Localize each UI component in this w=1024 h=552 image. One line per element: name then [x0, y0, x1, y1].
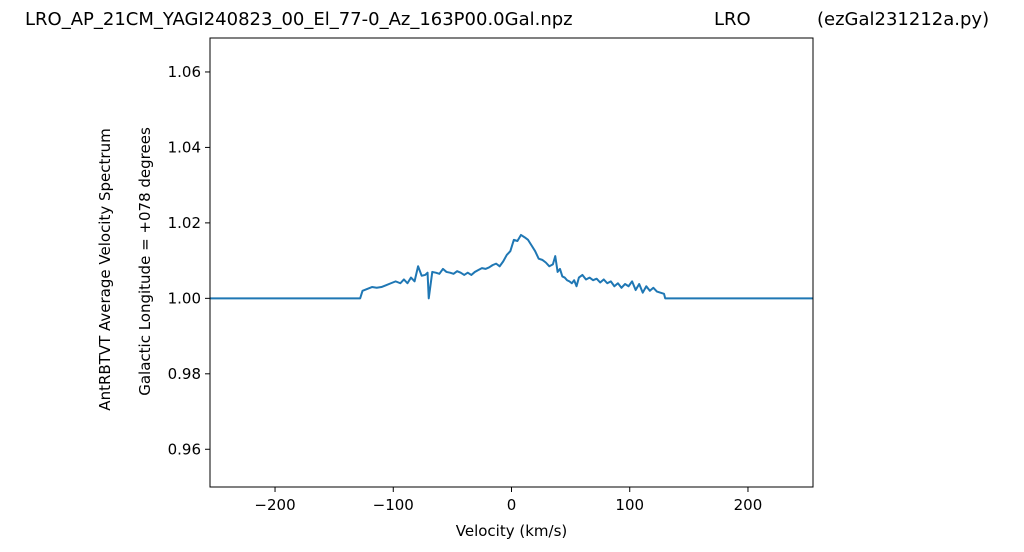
y-tick-label: 1.06: [168, 63, 201, 81]
y-axis-label-inner: Galactic Longitude = +078 degrees: [136, 127, 154, 396]
spectrum-line: [210, 233, 813, 300]
x-axis-label: Velocity (km/s): [456, 522, 567, 540]
x-tick-label: 200: [734, 496, 763, 514]
plot-frame: [209, 37, 814, 488]
y-tick-label: 0.98: [168, 365, 201, 383]
y-tick-label: 1.02: [168, 214, 201, 232]
y-tick-label: 1.04: [168, 138, 201, 156]
y-tick-label: 1.00: [168, 289, 201, 307]
title-filename: LRO_AP_21CM_YAGI240823_00_El_77-0_Az_163…: [25, 9, 573, 30]
x-tick-label: −200: [254, 496, 295, 514]
x-tick-label: 100: [615, 496, 644, 514]
title-station: LRO: [714, 9, 751, 30]
y-tick-label: 0.96: [168, 440, 201, 458]
x-tick-label: 0: [507, 496, 517, 514]
x-tick-label: −100: [373, 496, 414, 514]
y-axis-label-outer: AntRBTVT Average Velocity Spectrum: [96, 128, 114, 410]
title-script: (ezGal231212a.py): [817, 9, 990, 30]
